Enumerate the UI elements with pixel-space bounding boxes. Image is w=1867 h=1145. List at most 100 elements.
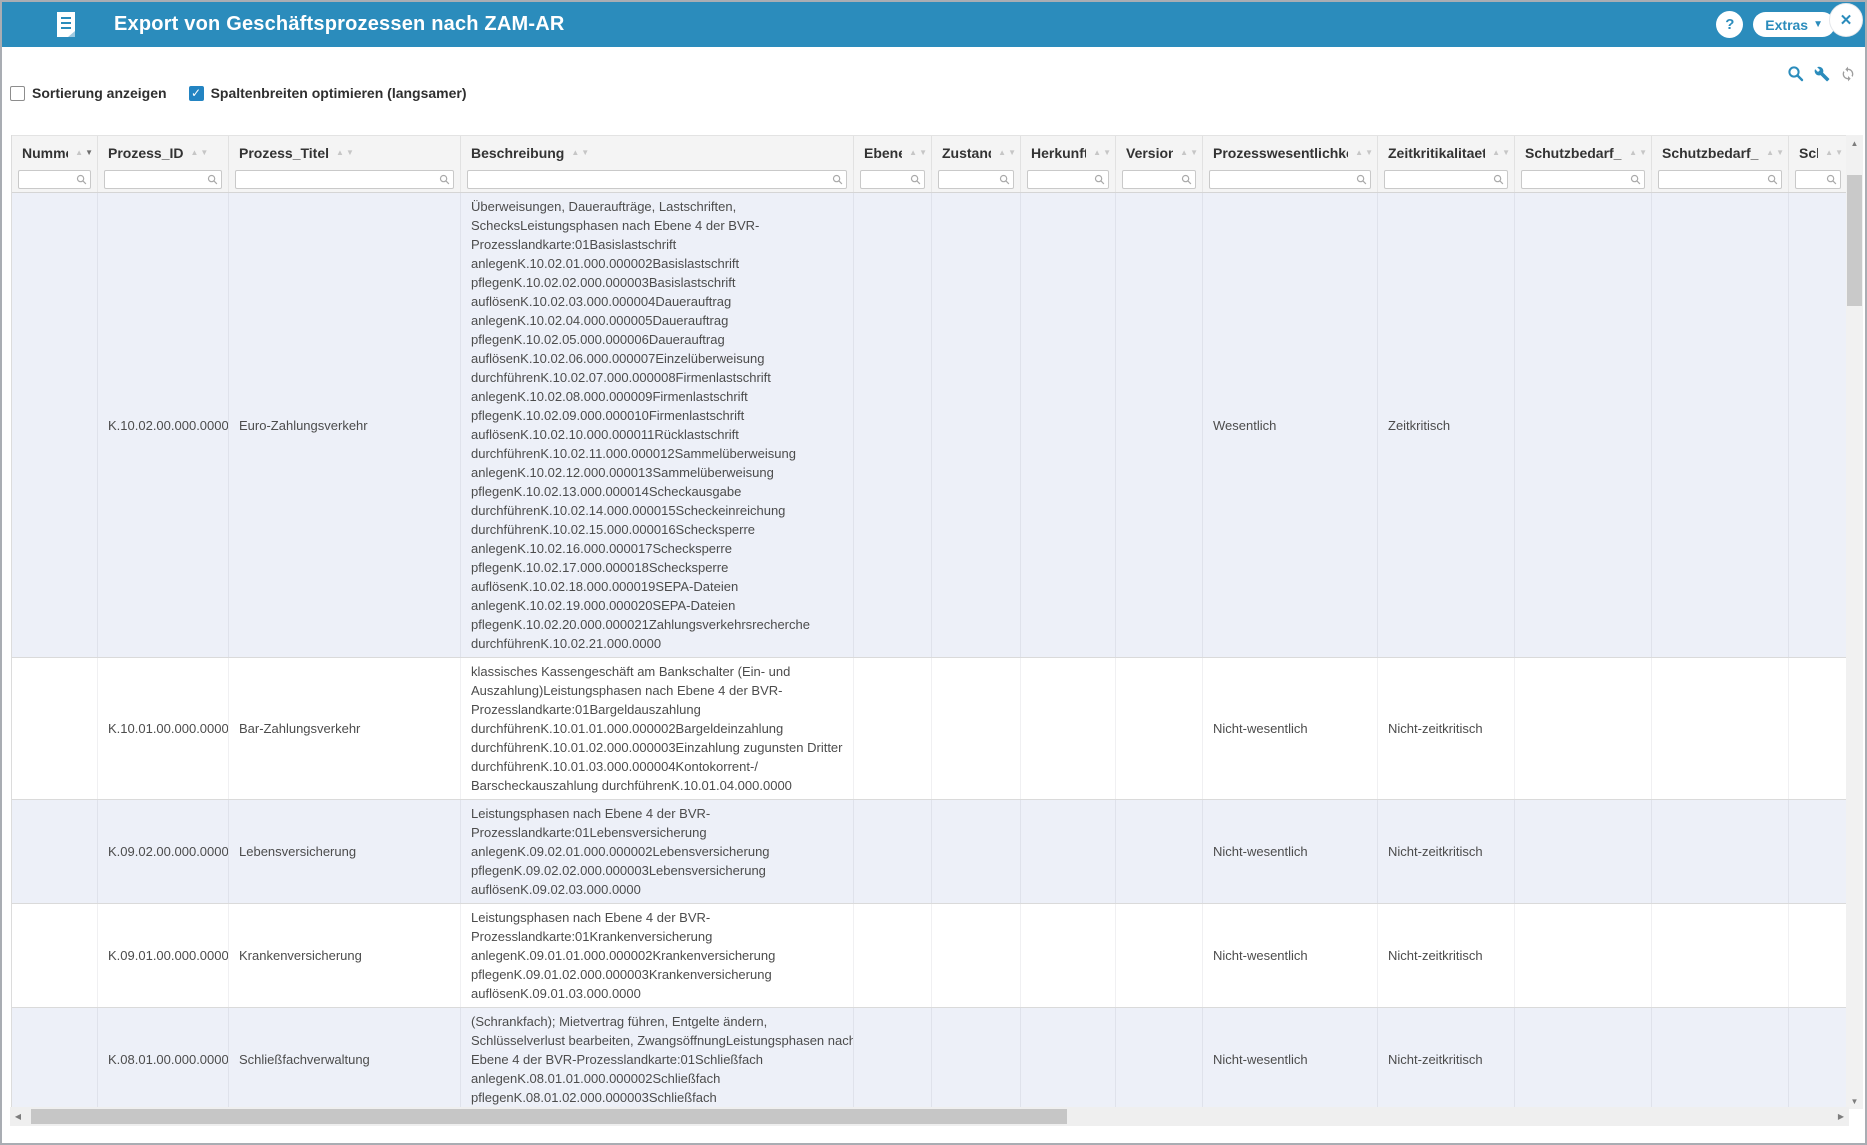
sort-asc-icon[interactable]: ▲ bbox=[1093, 148, 1102, 157]
table-row[interactable]: K.10.01.00.000.0000 Bar-Zahlungsverkehr kl… bbox=[12, 658, 1849, 800]
sort-checkbox[interactable]: Sortierung anzeigen bbox=[10, 85, 167, 101]
sort-asc-icon[interactable]: ▲ bbox=[1825, 148, 1834, 157]
column-header-nummer[interactable]: Nummer ▲▼ bbox=[12, 136, 98, 170]
column-header-version[interactable]: Version ▲ ▼ bbox=[1116, 136, 1203, 170]
cell-prozess_titel: Schließfachverwaltung bbox=[229, 1008, 461, 1109]
filter-input-schutzbedarf_3[interactable] bbox=[1795, 170, 1841, 189]
sort-asc-icon[interactable]: ▲ bbox=[75, 148, 84, 157]
document-icon bbox=[54, 11, 78, 39]
filter-input-ebene[interactable] bbox=[860, 170, 925, 189]
column-header-schutzbedarf_c[interactable]: Schutzbedarf_C ▲ ▼ bbox=[1652, 136, 1789, 170]
wrench-icon[interactable] bbox=[1813, 65, 1830, 82]
cell-prozess_titel: Krankenversicherung bbox=[229, 904, 461, 1007]
table-header: Nummer▲▼Prozess_ID▲▼Prozess_Titel▲▼Besch… bbox=[12, 135, 1849, 193]
filter-input-version[interactable] bbox=[1122, 170, 1196, 189]
filter-input-nummer[interactable] bbox=[18, 170, 91, 189]
sort-desc-icon[interactable]: ▼ bbox=[345, 148, 354, 157]
scroll-right-button[interactable]: ▶ bbox=[1833, 1107, 1849, 1126]
sort-desc-icon[interactable]: ▼ bbox=[1365, 148, 1373, 157]
sort-desc-icon[interactable]: ▼ bbox=[1103, 148, 1111, 157]
scroll-down-button[interactable]: ▼ bbox=[1846, 1093, 1863, 1109]
filter-input-schutzbedarf_a[interactable] bbox=[1521, 170, 1645, 189]
table-row[interactable]: K.09.02.00.000.0000 Lebensversicherung Lei… bbox=[12, 800, 1849, 904]
cell-schutzbedarf_3 bbox=[1789, 800, 1848, 903]
filter-cell-zeitkritikalitaet bbox=[1378, 170, 1515, 192]
help-button[interactable]: ? bbox=[1716, 11, 1744, 38]
optimize-checkbox[interactable]: ✓ Spaltenbreiten optimieren (langsamer) bbox=[188, 85, 467, 101]
sort-desc-icon[interactable]: ▼ bbox=[1190, 148, 1198, 157]
filter-cell-version bbox=[1116, 170, 1203, 192]
sort-desc-icon[interactable]: ▼ bbox=[1502, 148, 1510, 157]
sort-desc-icon[interactable]: ▼ bbox=[919, 148, 927, 157]
column-header-herkunft[interactable]: Herkunft ▲ ▼ bbox=[1021, 136, 1116, 170]
table-row[interactable]: K.10.02.00.000.0000 Euro-Zahlungsverkehr Ü… bbox=[12, 193, 1849, 658]
sort-desc-icon[interactable]: ▼ bbox=[1776, 148, 1784, 157]
column-header-zeitkritikalitaet[interactable]: Zeitkritikalitaet ▲ ▼ bbox=[1378, 136, 1515, 170]
sort-desc-icon[interactable]: ▼ bbox=[581, 148, 590, 157]
cell-zustand bbox=[932, 904, 1021, 1007]
cell-schutzbedarf_a bbox=[1515, 904, 1652, 1007]
filter-input-herkunft[interactable] bbox=[1027, 170, 1109, 189]
filter-cell-prozess_titel bbox=[229, 170, 461, 192]
filter-cell-herkunft bbox=[1021, 170, 1116, 192]
table-row[interactable]: K.08.01.00.000.0000 Schließfachverwaltung… bbox=[12, 1008, 1849, 1109]
sort-asc-icon[interactable]: ▲ bbox=[571, 148, 580, 157]
scroll-left-button[interactable]: ◀ bbox=[10, 1107, 26, 1126]
filter-input-prozesswesentlichkeit[interactable] bbox=[1209, 170, 1371, 189]
filter-cell-prozess_id bbox=[98, 170, 229, 192]
sort-asc-icon[interactable]: ▲ bbox=[190, 148, 199, 157]
sort-desc-icon[interactable]: ▼ bbox=[1008, 148, 1016, 157]
filter-input-zustand[interactable] bbox=[938, 170, 1014, 189]
cell-zustand bbox=[932, 800, 1021, 903]
column-header-zustand[interactable]: Zustand ▲ ▼ bbox=[932, 136, 1021, 170]
column-header-prozesswesentlichkeit[interactable]: Prozesswesentlichkeit ▲ ▼ bbox=[1203, 136, 1378, 170]
vertical-scrollbar[interactable]: ▲ ▼ bbox=[1846, 135, 1863, 1109]
cell-prozesswesentlichkeit: Nicht-wesentlich bbox=[1203, 800, 1378, 903]
cell-version bbox=[1116, 193, 1203, 657]
sort-desc-icon[interactable]: ▼ bbox=[1639, 148, 1647, 157]
cell-nummer bbox=[12, 658, 98, 799]
scroll-up-button[interactable]: ▲ bbox=[1846, 135, 1863, 151]
sort-asc-icon[interactable]: ▲ bbox=[909, 148, 918, 157]
extras-label: Extras bbox=[1765, 16, 1809, 33]
filter-input-zeitkritikalitaet[interactable] bbox=[1384, 170, 1508, 189]
checkbox-checked-icon[interactable]: ✓ bbox=[188, 85, 204, 101]
search-icon[interactable] bbox=[1787, 65, 1804, 82]
filter-cell-ebene bbox=[854, 170, 932, 192]
refresh-icon[interactable] bbox=[1839, 65, 1856, 82]
column-header-ebene[interactable]: Ebene ▲ ▼ bbox=[854, 136, 932, 170]
sort-desc-icon[interactable]: ▼ bbox=[85, 148, 93, 157]
sort-asc-icon[interactable]: ▲ bbox=[1766, 148, 1775, 157]
filter-cell-beschreibung bbox=[461, 170, 854, 192]
filter-input-prozess_titel[interactable] bbox=[235, 170, 454, 189]
filter-cell-zustand bbox=[932, 170, 1021, 192]
cell-nummer bbox=[12, 193, 98, 657]
sort-asc-icon[interactable]: ▲ bbox=[1629, 148, 1638, 157]
cell-beschreibung: Überweisungen, Daueraufträge, Lastschrif… bbox=[461, 193, 854, 657]
vertical-scroll-thumb[interactable] bbox=[1847, 175, 1862, 306]
sort-asc-icon[interactable]: ▲ bbox=[998, 148, 1007, 157]
extras-button[interactable]: Extras ▼ bbox=[1753, 12, 1835, 37]
column-header-prozess_titel[interactable]: Prozess_Titel ▲ ▼ bbox=[229, 136, 461, 170]
cell-prozess_titel: Bar-Zahlungsverkehr bbox=[229, 658, 461, 799]
column-header-schutzbedarf_a[interactable]: Schutzbedarf_A ▲ ▼ bbox=[1515, 136, 1652, 170]
checkbox-unchecked-icon[interactable] bbox=[10, 85, 25, 101]
filter-input-beschreibung[interactable] bbox=[467, 170, 847, 189]
column-header-prozess_id[interactable]: Prozess_ID ▲ ▼ bbox=[98, 136, 229, 170]
horizontal-scroll-thumb[interactable] bbox=[31, 1109, 1067, 1124]
horizontal-scrollbar[interactable]: ◀ ▶ bbox=[10, 1107, 1849, 1126]
cell-beschreibung: Leistungsphasen nach Ebene 4 der BVR- Pr… bbox=[461, 800, 854, 903]
sort-asc-icon[interactable]: ▲ bbox=[336, 148, 344, 157]
sort-asc-icon[interactable]: ▲ bbox=[1492, 148, 1501, 157]
filter-input-prozess_id[interactable] bbox=[104, 170, 222, 189]
sort-desc-icon[interactable]: ▼ bbox=[200, 148, 209, 157]
close-button[interactable]: ✕ bbox=[1829, 3, 1863, 37]
cell-prozesswesentlichkeit: Nicht-wesentlich bbox=[1203, 1008, 1378, 1109]
table-row[interactable]: K.09.01.00.000.0000 Krankenversicherung Le… bbox=[12, 904, 1849, 1008]
filter-input-schutzbedarf_c[interactable] bbox=[1658, 170, 1782, 189]
sort-desc-icon[interactable]: ▼ bbox=[1835, 148, 1843, 157]
column-header-schutzbedarf_3[interactable]: Schutzbe ▲▼ bbox=[1789, 136, 1848, 170]
sort-asc-icon[interactable]: ▲ bbox=[1180, 148, 1189, 157]
column-header-beschreibung[interactable]: Beschreibung ▲ ▼ bbox=[461, 136, 854, 170]
sort-asc-icon[interactable]: ▲ bbox=[1355, 148, 1364, 157]
